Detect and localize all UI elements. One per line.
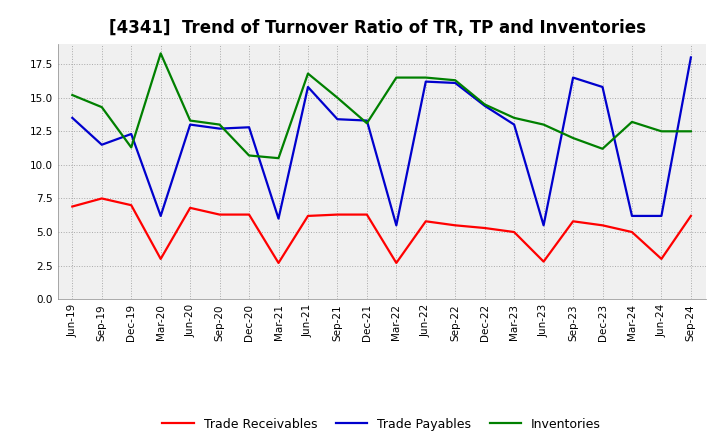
Inventories <box>97 104 106 110</box>
Trade Receivables <box>657 256 666 261</box>
Inventories <box>127 145 135 150</box>
Trade Payables <box>569 75 577 80</box>
Trade Payables <box>687 55 696 60</box>
Trade Receivables <box>333 212 342 217</box>
Trade Payables <box>392 223 400 228</box>
Trade Receivables <box>392 260 400 266</box>
Line: Trade Payables: Trade Payables <box>72 58 691 225</box>
Trade Payables <box>480 103 489 108</box>
Legend: Trade Receivables, Trade Payables, Inventories: Trade Receivables, Trade Payables, Inven… <box>157 413 606 436</box>
Trade Payables <box>127 132 135 137</box>
Trade Payables <box>628 213 636 219</box>
Inventories <box>274 155 283 161</box>
Trade Payables <box>657 213 666 219</box>
Trade Receivables <box>598 223 607 228</box>
Trade Receivables <box>421 219 430 224</box>
Inventories <box>68 92 76 98</box>
Trade Payables <box>304 84 312 90</box>
Inventories <box>215 122 224 127</box>
Inventories <box>657 128 666 134</box>
Trade Receivables <box>510 229 518 235</box>
Line: Inventories: Inventories <box>72 53 691 158</box>
Inventories <box>451 77 459 83</box>
Trade Payables <box>97 142 106 147</box>
Trade Payables <box>421 79 430 84</box>
Text: [4341]  Trend of Turnover Ratio of TR, TP and Inventories: [4341] Trend of Turnover Ratio of TR, TP… <box>109 19 647 37</box>
Inventories <box>598 146 607 151</box>
Trade Receivables <box>363 212 372 217</box>
Trade Receivables <box>68 204 76 209</box>
Trade Payables <box>156 213 165 219</box>
Trade Receivables <box>245 212 253 217</box>
Trade Receivables <box>274 260 283 266</box>
Trade Receivables <box>127 202 135 208</box>
Inventories <box>245 153 253 158</box>
Trade Payables <box>215 126 224 131</box>
Inventories <box>569 136 577 141</box>
Inventories <box>186 118 194 123</box>
Trade Receivables <box>97 196 106 201</box>
Trade Payables <box>598 84 607 90</box>
Inventories <box>539 122 548 127</box>
Trade Receivables <box>156 256 165 261</box>
Inventories <box>156 51 165 56</box>
Inventories <box>687 128 696 134</box>
Inventories <box>628 119 636 125</box>
Inventories <box>304 71 312 76</box>
Inventories <box>333 95 342 100</box>
Trade Payables <box>363 118 372 123</box>
Trade Payables <box>451 81 459 86</box>
Trade Payables <box>333 117 342 122</box>
Trade Receivables <box>451 223 459 228</box>
Inventories <box>480 102 489 107</box>
Trade Receivables <box>186 205 194 210</box>
Trade Receivables <box>628 229 636 235</box>
Trade Payables <box>510 122 518 127</box>
Line: Trade Receivables: Trade Receivables <box>72 198 691 263</box>
Trade Payables <box>274 216 283 221</box>
Trade Receivables <box>480 225 489 231</box>
Inventories <box>392 75 400 80</box>
Trade Receivables <box>215 212 224 217</box>
Trade Receivables <box>687 213 696 219</box>
Trade Payables <box>245 125 253 130</box>
Inventories <box>510 115 518 121</box>
Trade Receivables <box>539 259 548 264</box>
Trade Receivables <box>569 219 577 224</box>
Trade Payables <box>539 223 548 228</box>
Inventories <box>421 75 430 80</box>
Trade Receivables <box>304 213 312 219</box>
Inventories <box>363 121 372 126</box>
Trade Payables <box>68 115 76 121</box>
Trade Payables <box>186 122 194 127</box>
